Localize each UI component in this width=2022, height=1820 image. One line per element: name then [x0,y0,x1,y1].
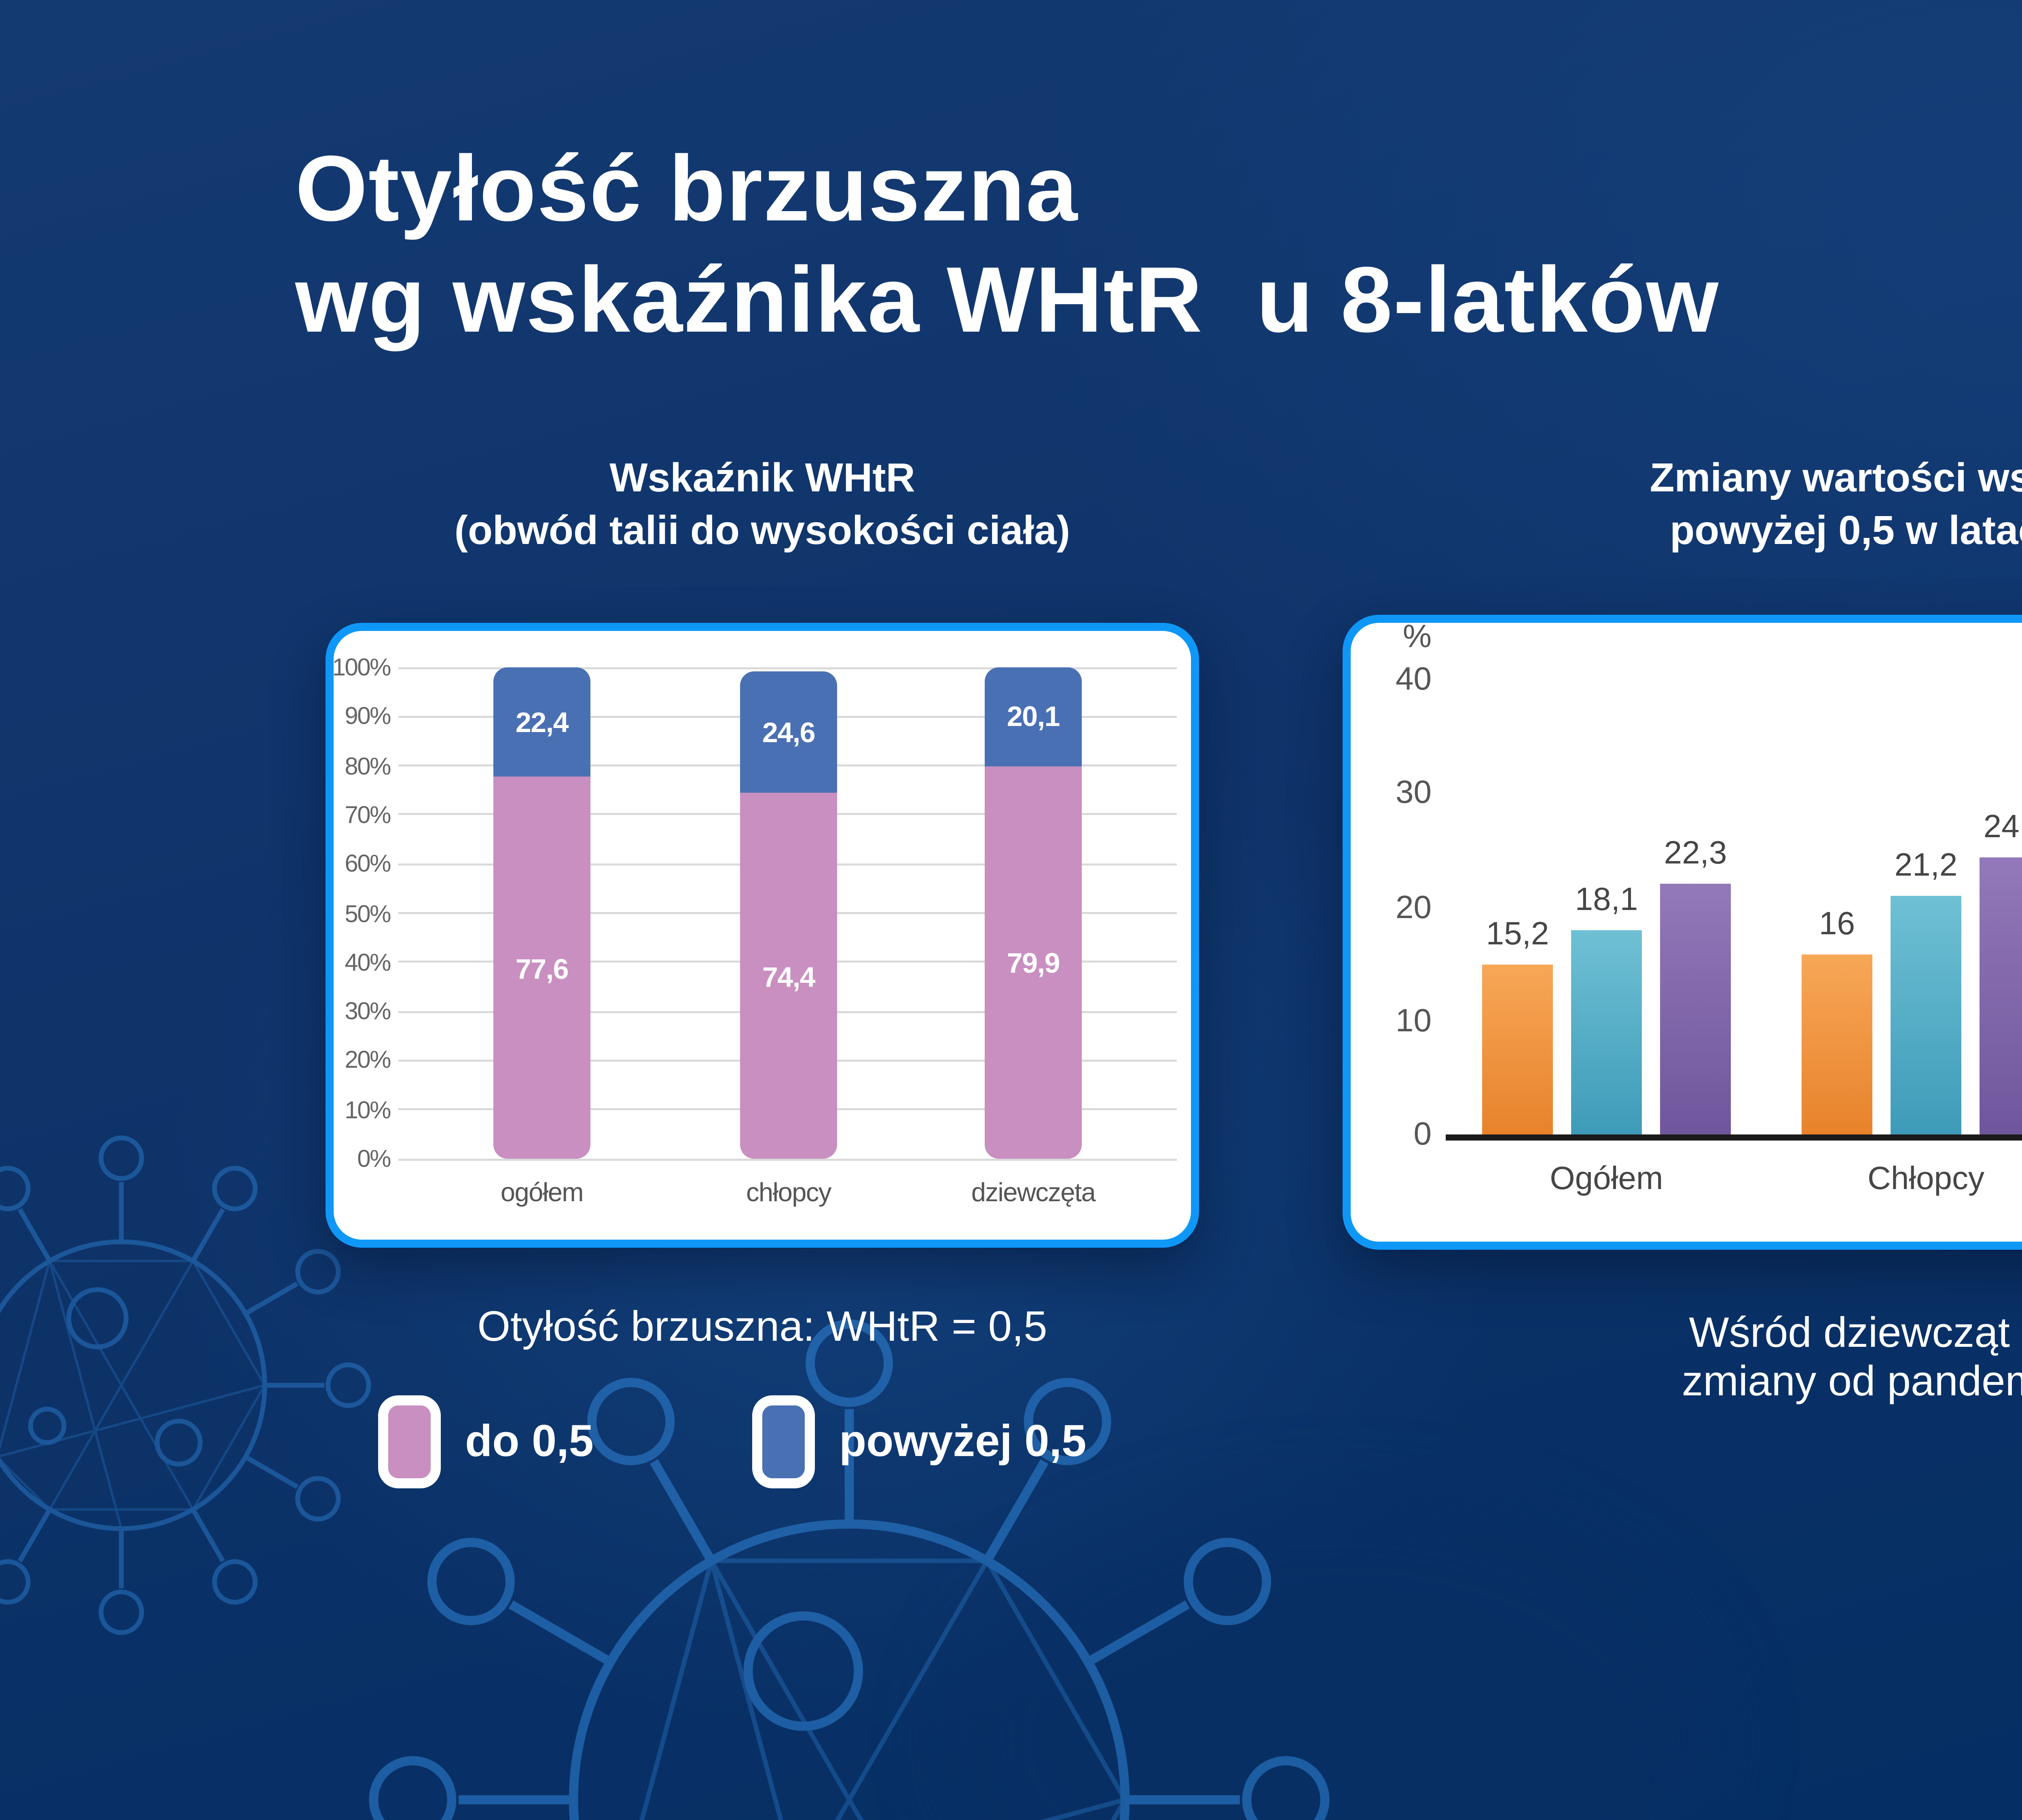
value-label: 18,1 [1575,884,1638,918]
bar-segment-above-05 [740,672,837,793]
right-chart-panel: % 0 10 20 30 40 15,2 18,1 22,3 Ogółem 16 21,2 24,6 Ch… [1343,615,2022,1250]
legend-item-powyzej-05: powyżej 0,5 [752,1395,1086,1488]
left-chart-plot: 0% 10% 20% 30% 40% 50% 60% 70% 80% 90% 100% 22,4 77,… [332,631,1191,1240]
legend-item-do-05: do 0,5 [378,1395,594,1488]
legend-swatch-blue [752,1395,815,1488]
page-title: Otyłość brzuszna wg wskaźnika WHtR u 8-la… [295,133,1719,356]
category-label: Ogółem [1550,1163,1663,1197]
bar-segment-below-05 [740,793,837,1159]
category-label: dziewczęta [971,1177,1096,1207]
virus-decoration-icon [344,1294,1355,1820]
bar-2021 [1980,857,2022,1136]
right-chart-plot: % 0 10 20 30 40 15,2 18,1 22,3 Ogółem 16 21,2 24,6 Ch… [1351,621,2022,1242]
bar-2016 [1802,954,1872,1136]
value-label: 15,2 [1486,917,1549,952]
legend-label: powyżej 0,5 [839,1416,1087,1466]
x-axis-line [1446,1134,2022,1140]
bar-segment-below-05 [493,777,590,1159]
left-chart-title: Wskaźnik WHtR (obwód talii do wysokości c… [454,457,1070,554]
value-label: 74,4 [762,959,816,992]
value-label: 22,4 [515,706,569,739]
bar-segment-below-05 [985,766,1082,1159]
value-label: 21,2 [1894,849,1958,883]
legend-swatch-pink [378,1395,441,1488]
y-tick-label: 0 [1413,1118,1432,1153]
y-tick-label: 20% [345,1046,391,1075]
category-label: chłopcy [746,1177,831,1207]
value-label: 24,6 [762,716,816,749]
bar-2018 [1891,895,1961,1136]
right-chart-title: Zmiany wartości wskaźnika WHtRpowyżej 0,… [1650,457,2022,554]
value-label: 16 [1819,908,1855,942]
y-tick-label: 40 [1396,663,1432,698]
legend-label: do 0,5 [465,1416,594,1466]
y-tick-label: 60% [345,849,391,878]
y-tick-label: 10% [345,1095,391,1124]
gridline [398,1158,1177,1160]
y-tick-label: 70% [345,800,391,829]
y-tick-label: 10 [1396,1004,1432,1039]
bar-2021 [1660,882,1731,1136]
y-tick-label: 100% [332,653,391,681]
value-label: 79,9 [1007,946,1060,979]
left-chart-panel: 0% 10% 20% 30% 40% 50% 60% 70% 80% 90% 100% 22,4 77,… [326,623,1199,1248]
whtr-threshold-note: Otyłość brzuszna: WHtR = 0,5 [477,1304,1047,1351]
value-label: 22,3 [1664,836,1727,871]
bar-2018 [1571,930,1642,1136]
y-tick-label: 50% [345,899,391,927]
y-tick-label: 40% [345,948,391,976]
value-label: 24,6 [1983,810,2022,845]
bar-segment-above-05 [493,667,590,778]
y-tick-label: 20 [1396,891,1432,925]
y-tick-label: 30% [345,997,391,1026]
y-tick-label: 90% [345,702,391,731]
gridline [398,666,1177,669]
y-tick-label: 30 [1396,777,1432,812]
y-tick-label: 0% [357,1145,391,1173]
covid-note: Wśród dziewcząt niekorzystnezmiany od pa… [1681,1310,2022,1405]
page-title-line2: wg wskaźnika WHtR u 8-latków [295,247,1720,352]
bar-2016 [1482,963,1553,1136]
y-tick-label: 80% [345,751,391,780]
y-axis-unit-label: % [1402,621,1432,655]
category-label: ogółem [500,1177,584,1207]
bar-segment-above-05 [985,667,1082,766]
page-title-line1: Otyłość brzuszna [295,135,1079,241]
value-label: 20,1 [1007,700,1060,733]
value-label: 77,6 [515,952,569,984]
category-label: Chłopcy [1867,1163,1985,1197]
